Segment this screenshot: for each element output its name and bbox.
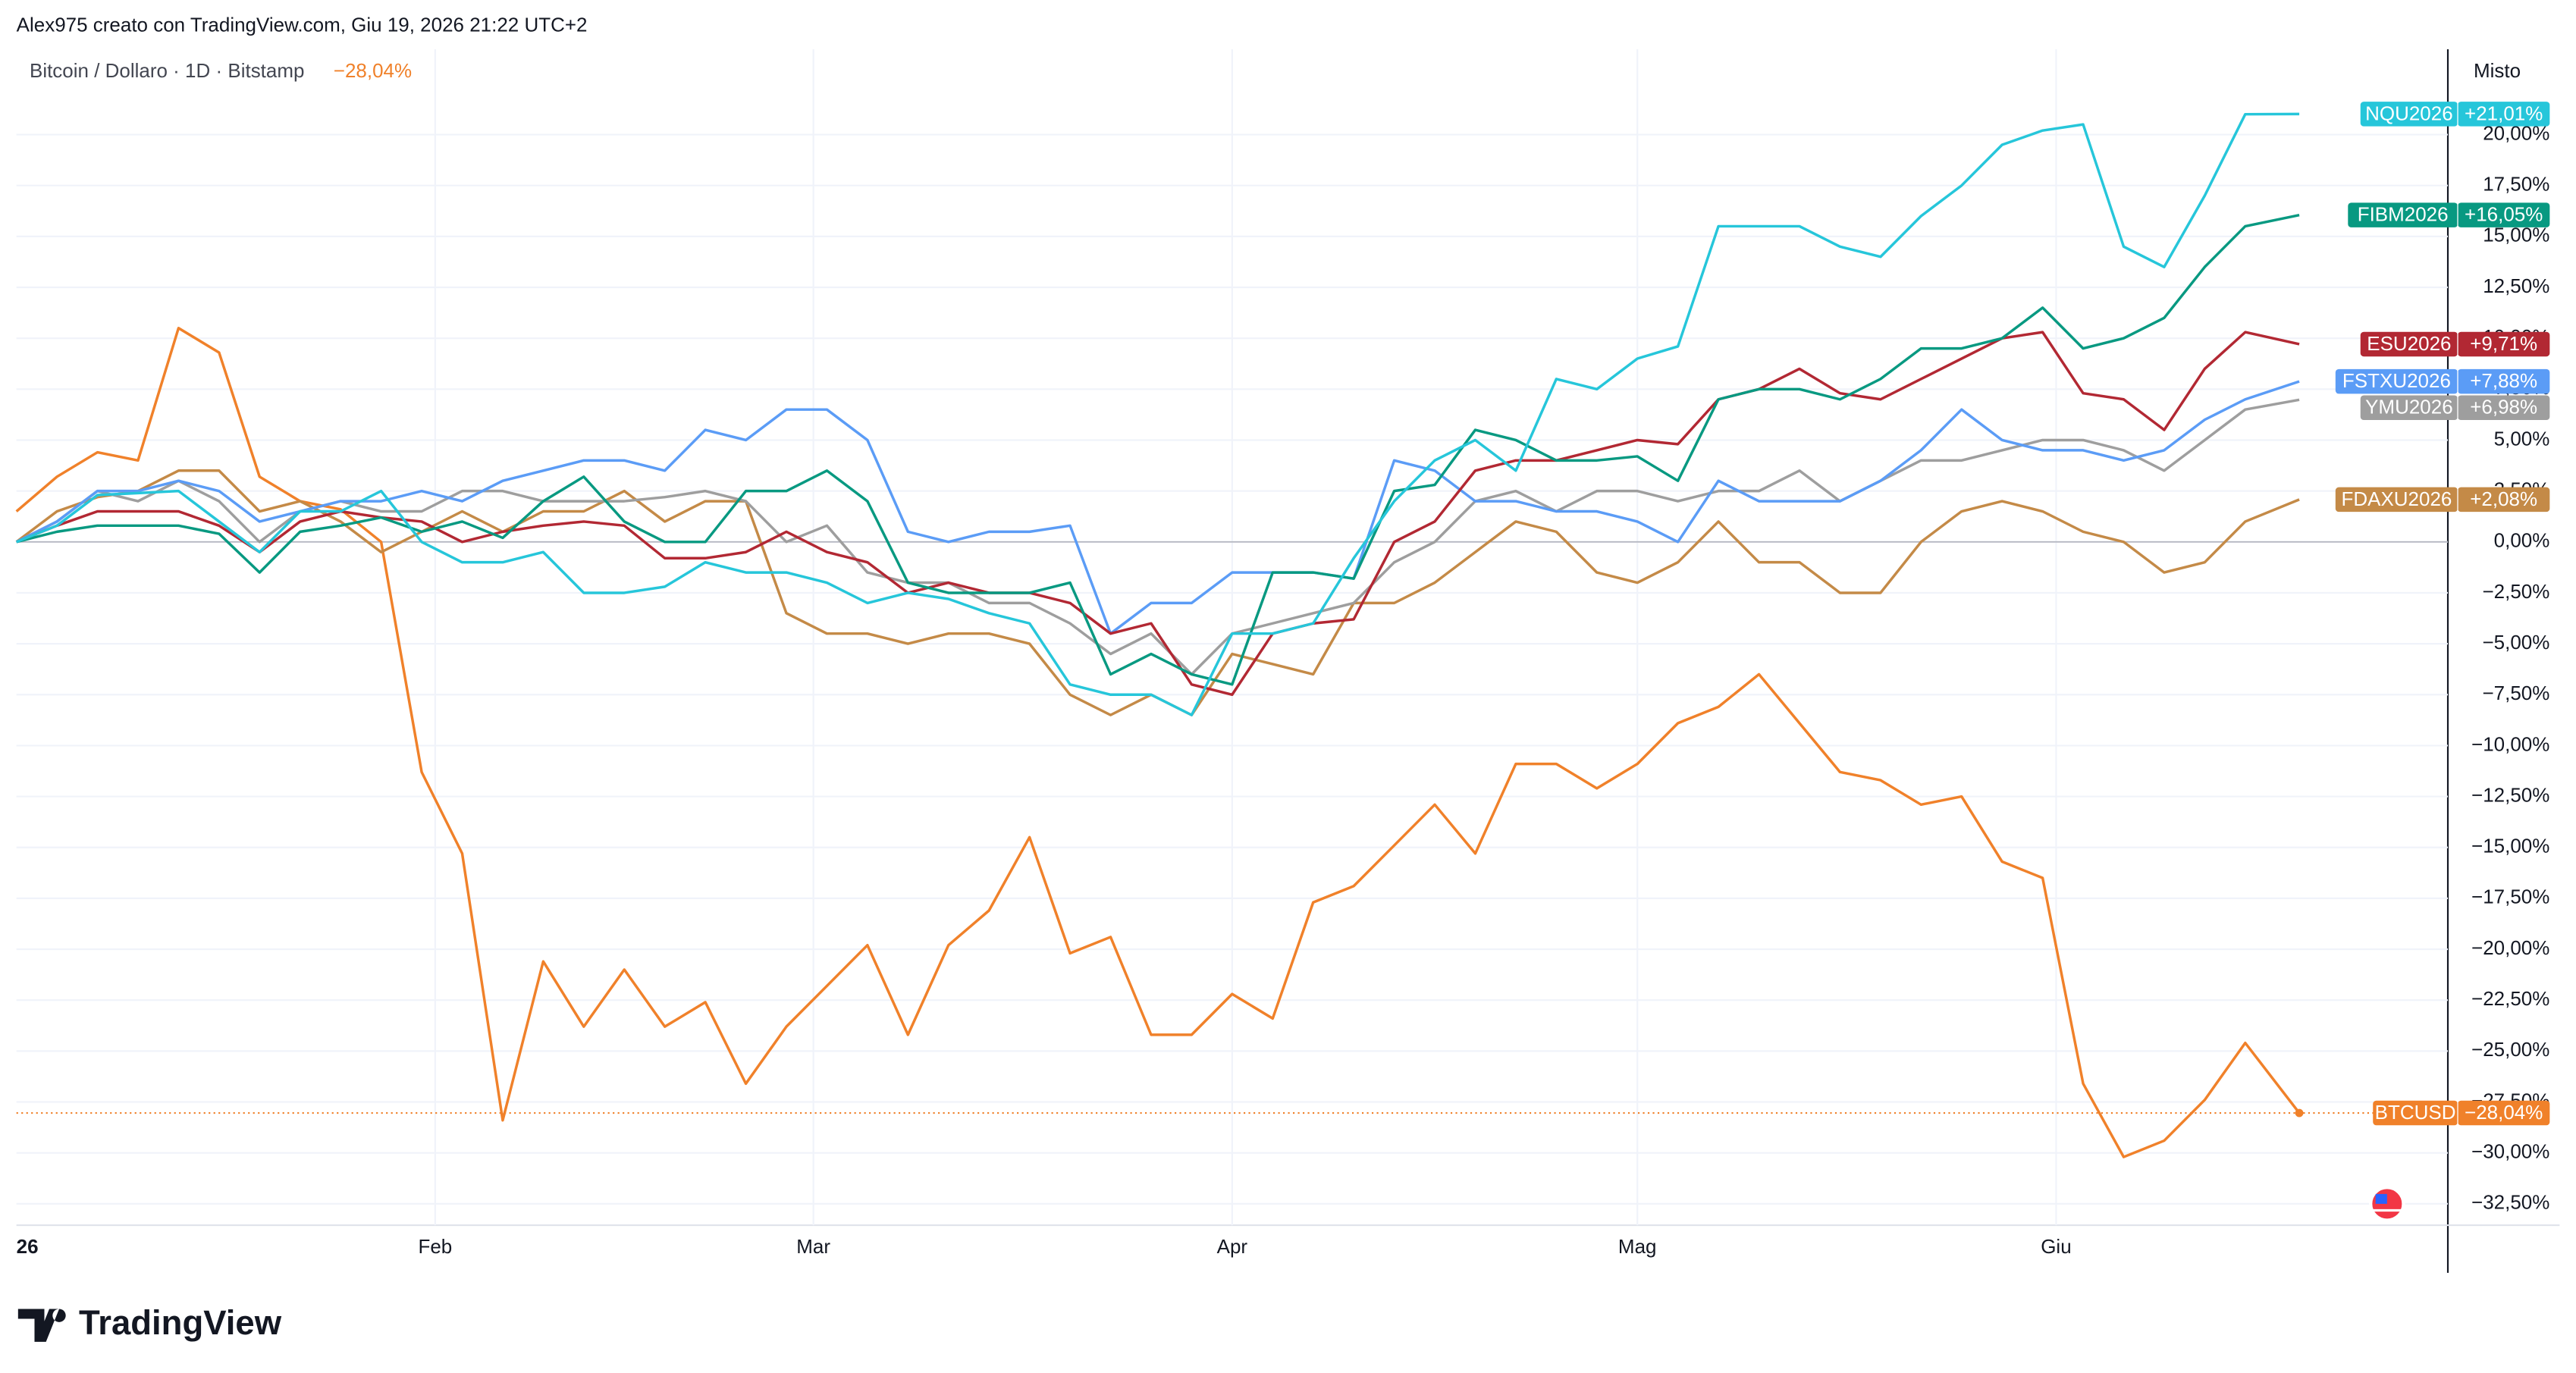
y-tick-label: 17,50% xyxy=(2483,173,2549,196)
price-label: FIBM2026 +16,05% xyxy=(2348,202,2550,227)
y-tick-label: −32,50% xyxy=(2471,1191,2549,1214)
price-label-name-box xyxy=(2360,395,2458,421)
price-labels: NQU2026 +21,01% FIBM2026 +16,05% ESU2026 +9,7… xyxy=(2335,102,2550,1126)
price-label-value-box xyxy=(2458,487,2550,513)
price-label-value-box xyxy=(2458,331,2550,357)
grid: −32,50%−30,00%−27,50%−25,00%−22,50%−20,0… xyxy=(16,49,2550,1258)
price-label: FSTXU2026 +7,88% xyxy=(2335,368,2550,394)
flag-icon[interactable] xyxy=(2369,1186,2405,1222)
value-label: +21,01% xyxy=(2465,102,2543,124)
series-line xyxy=(15,380,2300,635)
legend-entry: ESU2026 xyxy=(2367,332,2451,355)
y-tick-label: −2,50% xyxy=(2482,580,2549,603)
y-tick-label: −15,00% xyxy=(2471,835,2549,857)
y-tick-label: −25,00% xyxy=(2471,1038,2549,1061)
price-label-value-box xyxy=(2458,1100,2550,1126)
y-tick-label: −10,00% xyxy=(2471,732,2549,755)
value-label: −28,04% xyxy=(2465,1101,2543,1124)
y-tick-label: −22,50% xyxy=(2471,987,2549,1010)
x-tick-label: Mag xyxy=(1618,1235,1657,1258)
y-tick-label: 12,50% xyxy=(2483,274,2549,297)
legend-entry: FIBM2026 xyxy=(2358,203,2449,226)
price-label: YMU2026 +6,98% xyxy=(2360,395,2550,421)
scale-mode[interactable]: Misto xyxy=(2474,59,2521,82)
plot xyxy=(15,112,2449,1158)
series-line xyxy=(15,398,2300,676)
price-label: FDAXU2026 +2,08% xyxy=(2335,487,2550,513)
legend-entry: FDAXU2026 xyxy=(2341,487,2452,510)
brand: TradingView xyxy=(17,1303,282,1342)
legend-entry: YMU2026 xyxy=(2365,396,2453,418)
series-line xyxy=(15,327,2301,1158)
value-label: +2,08% xyxy=(2470,487,2537,510)
value-label: +16,05% xyxy=(2465,203,2543,226)
series-line xyxy=(16,331,2300,696)
x-tick-label: Mar xyxy=(796,1235,830,1258)
y-tick-label: 0,00% xyxy=(2494,529,2550,552)
symbol-legend: Bitcoin / Dollaro · 1D · Bitstamp xyxy=(30,59,304,82)
x-tick-label: Apr xyxy=(1217,1235,1248,1258)
price-label-name-box xyxy=(2360,102,2458,127)
y-tick-label: −17,50% xyxy=(2471,886,2549,908)
legend-entry: NQU2026 xyxy=(2365,102,2453,124)
y-tick-label: −12,50% xyxy=(2471,783,2549,806)
legend-entry: BTCUSD xyxy=(2375,1101,2456,1124)
price-label-value-box xyxy=(2458,368,2550,394)
header: Alex975 creato con TradingView.com, Giu … xyxy=(17,14,588,36)
price-label: ESU2026 +9,71% xyxy=(2360,331,2550,357)
price-label-name-box xyxy=(2373,1100,2458,1126)
legend-entry: FSTXU2026 xyxy=(2342,369,2451,392)
series-line xyxy=(16,213,2300,686)
y-tick-label: 5,00% xyxy=(2494,427,2550,450)
price-label-value-box xyxy=(2458,102,2550,127)
y-tick-label: −5,00% xyxy=(2482,631,2549,654)
x-tick-label: Giu xyxy=(2041,1235,2071,1258)
price-label-name-box xyxy=(2335,368,2458,394)
y-tick-label: −20,00% xyxy=(2471,936,2549,959)
brand-name: TradingView xyxy=(79,1303,282,1342)
price-label: BTCUSD −28,04% xyxy=(2373,1100,2550,1126)
y-tick-label: −7,50% xyxy=(2482,682,2549,704)
pane-legend: Bitcoin / Dollaro · 1D · Bitstamp −28,04… xyxy=(30,59,412,82)
price-label-value-box xyxy=(2458,395,2550,421)
last-point xyxy=(2295,1108,2304,1118)
value-label: +9,71% xyxy=(2470,332,2537,355)
price-label-name-box xyxy=(2360,331,2458,357)
value-label: +7,88% xyxy=(2470,369,2537,392)
price-label-value-box xyxy=(2458,202,2550,227)
y-tick-label: −30,00% xyxy=(2471,1140,2549,1163)
value-label: +6,98% xyxy=(2470,396,2537,418)
series-line xyxy=(16,112,2300,716)
symbol-change: −28,04% xyxy=(334,59,412,82)
price-label-name-box xyxy=(2335,487,2458,513)
x-tick-label: 26 xyxy=(17,1235,39,1258)
price-label-name-box xyxy=(2348,202,2458,227)
price-label: NQU2026 +21,01% xyxy=(2360,102,2550,127)
x-tick-label: Feb xyxy=(418,1235,452,1258)
